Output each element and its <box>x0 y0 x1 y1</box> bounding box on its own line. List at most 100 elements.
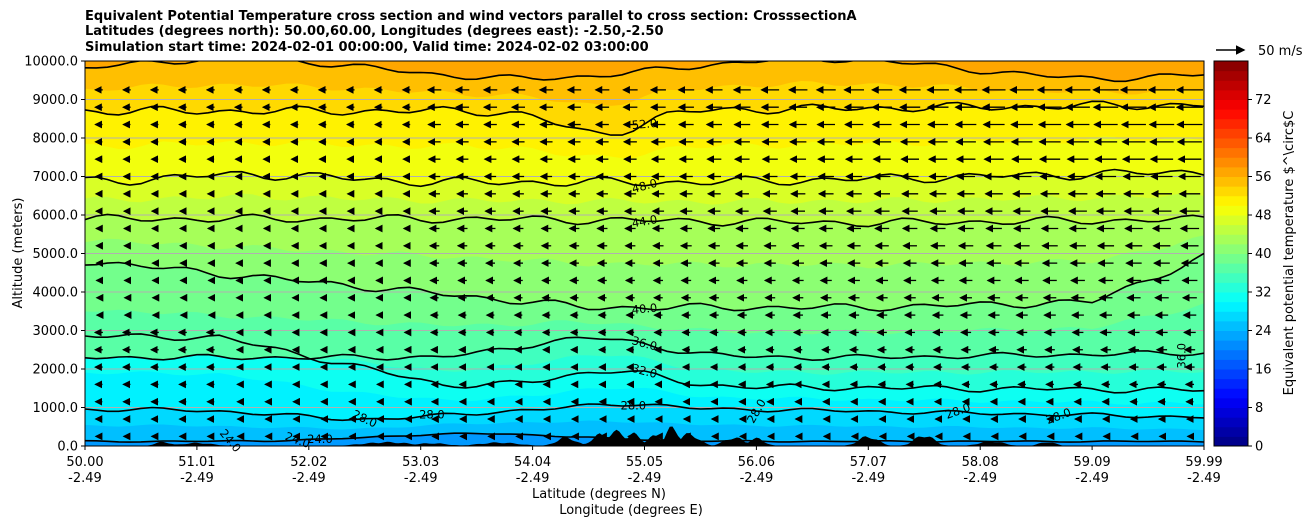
colorbar-segment <box>1214 224 1248 235</box>
colorbar-segment <box>1214 128 1248 139</box>
colorbar-tick-label: 0 <box>1255 440 1263 455</box>
x-tick-label-lat: 56.06 <box>738 455 775 470</box>
contour-line-40 <box>85 252 1204 312</box>
contour-label: 24.0 <box>307 432 333 446</box>
colorbar-segment <box>1214 99 1248 110</box>
x-tick-label-lon: -2.49 <box>628 471 662 486</box>
colorbar-segment <box>1214 349 1248 360</box>
x-tick-label-lon: -2.49 <box>404 471 438 486</box>
colorbar-segment <box>1214 397 1248 408</box>
colorbar-segment <box>1214 407 1248 418</box>
colorbar-tick-label: 16 <box>1255 363 1272 378</box>
y-tick-label: 3000.0 <box>33 324 79 339</box>
colorbar: 0 8 16 24 32 40 48 56 64 72 <box>1213 60 1272 455</box>
colorbar-label: Equivalent potential temperature $^\circ… <box>1282 111 1297 396</box>
contour-line-52 <box>85 100 1204 136</box>
wind-vectors <box>93 85 1204 441</box>
y-tick-label: 7000.0 <box>33 170 79 185</box>
x-tick-label-lon: -2.49 <box>516 471 550 486</box>
contour-label: 28.0 <box>621 399 647 413</box>
colorbar-segment <box>1214 186 1248 197</box>
x-tick-label-lat: 51.01 <box>178 455 215 470</box>
chart-title-line-3: Simulation start time: 2024-02-01 00:00:… <box>85 40 649 55</box>
band-54 <box>85 61 1204 106</box>
contour-line-28 <box>85 403 1204 422</box>
theta-e-filled-contours <box>85 61 1204 446</box>
colorbar-segment <box>1214 436 1248 447</box>
terrain-shape <box>85 426 1204 446</box>
colorbar-segment <box>1214 166 1248 177</box>
x-tick-label-lon: -2.49 <box>851 471 885 486</box>
x-tick-label-lat: 52.02 <box>290 455 327 470</box>
x-tick-label-lon: -2.49 <box>1075 471 1109 486</box>
chart-title-line-1: Equivalent Potential Temperature cross s… <box>85 9 857 24</box>
x-tick-label-lat: 59.99 <box>1185 455 1222 470</box>
colorbar-segment <box>1214 417 1248 428</box>
colorbar-segment <box>1214 234 1248 245</box>
colorbar-segment <box>1214 369 1248 380</box>
y-tick-label: 10000.0 <box>24 55 78 70</box>
contour-line-24 <box>85 432 1204 443</box>
colorbar-tick-label: 56 <box>1255 170 1272 185</box>
contour-line-36 <box>85 336 1204 362</box>
y-tick-label: 4000.0 <box>33 286 79 301</box>
colorbar-tick-label: 48 <box>1255 209 1272 224</box>
y-axis-label: Altitude (meters) <box>11 198 26 309</box>
colorbar-segment <box>1214 109 1248 120</box>
x-axis-label-latitude: Latitude (degrees N) <box>532 487 666 502</box>
x-tick-label-lon: -2.49 <box>1187 471 1221 486</box>
colorbar-segment <box>1214 61 1248 72</box>
colorbar-segment <box>1214 138 1248 149</box>
contour-line-44 <box>85 213 1204 228</box>
x-tick-label-lon: -2.49 <box>292 471 326 486</box>
x-tick-label-lat: 50.00 <box>66 455 103 470</box>
colorbar-segment <box>1214 195 1248 206</box>
colorbar-segment <box>1214 378 1248 389</box>
contour-label: 32.0 <box>630 361 658 381</box>
x-tick-label-lon: -2.49 <box>740 471 774 486</box>
x-axis-label-longitude: Longitude (degrees E) <box>559 503 703 518</box>
contour-label: 40.0 <box>631 301 658 317</box>
colorbar-segment <box>1214 157 1248 168</box>
colorbar-segment <box>1214 263 1248 274</box>
contour-label: 36.0 <box>1175 343 1189 369</box>
x-tick-label-lat: 57.07 <box>850 455 887 470</box>
contour-label: 44.0 <box>631 212 659 230</box>
colorbar-segment <box>1214 340 1248 351</box>
x-tick-label-lat: 59.09 <box>1073 455 1110 470</box>
colorbar-tick-label: 24 <box>1255 324 1272 339</box>
colorbar-segment <box>1214 147 1248 158</box>
colorbar-segment <box>1214 282 1248 293</box>
colorbar-tick-label: 72 <box>1255 93 1272 108</box>
y-tick-label: 2000.0 <box>33 363 79 378</box>
colorbar-segment <box>1214 359 1248 370</box>
colorbar-segment <box>1214 426 1248 437</box>
colorbar-segment <box>1214 215 1248 226</box>
colorbar-segment <box>1214 311 1248 322</box>
contour-line-56 <box>85 61 1204 83</box>
x-axis: 50.00-2.4951.01-2.4952.02-2.4953.03-2.49… <box>66 446 1223 486</box>
colorbar-segment <box>1214 80 1248 91</box>
colorbar-segment <box>1214 70 1248 81</box>
colorbar-segment <box>1214 330 1248 341</box>
colorbar-segment <box>1214 205 1248 216</box>
colorbar-tick-label: 32 <box>1255 286 1272 301</box>
colorbar-segment <box>1214 292 1248 303</box>
y-tick-label: 5000.0 <box>33 247 79 262</box>
y-tick-label: 1000.0 <box>33 401 79 416</box>
x-tick-label-lat: 55.05 <box>626 455 663 470</box>
chart-title-line-2: Latitudes (degrees north): 50.00,60.00, … <box>85 24 664 39</box>
colorbar-tick-label: 40 <box>1255 247 1272 262</box>
y-axis: 0.0 1000.0 2000.0 3000.0 4000.0 5000.0 6000.0 7… <box>24 55 85 455</box>
colorbar-tick-label: 64 <box>1255 132 1272 147</box>
band-56 <box>85 61 1204 82</box>
colorbar-segment <box>1214 253 1248 264</box>
x-tick-label-lat: 58.08 <box>962 455 999 470</box>
colorbar-segment <box>1214 388 1248 399</box>
x-tick-label-lon: -2.49 <box>68 471 102 486</box>
colorbar-segment <box>1214 272 1248 283</box>
y-tick-label: 8000.0 <box>33 132 79 147</box>
contour-label: 28.0 <box>419 407 445 421</box>
colorbar-segment <box>1214 176 1248 187</box>
